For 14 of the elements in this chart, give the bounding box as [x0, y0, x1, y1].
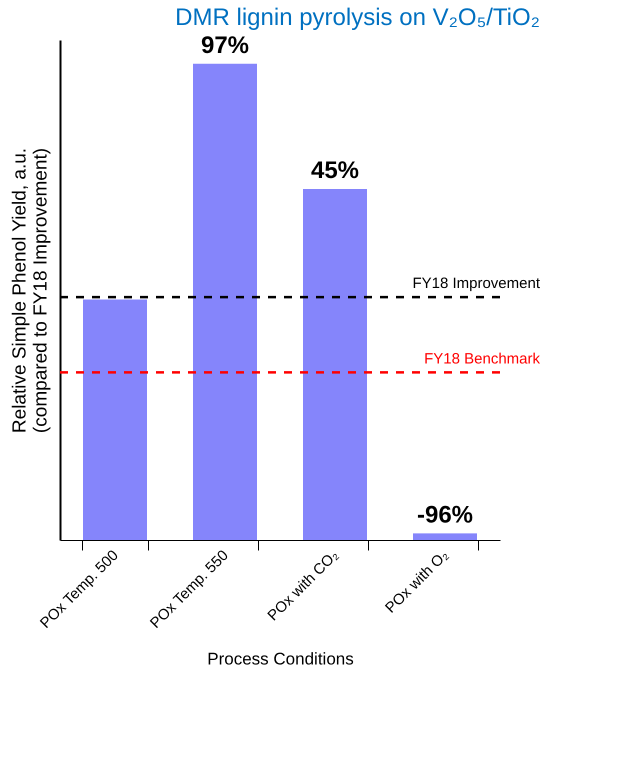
- bar: [303, 189, 367, 540]
- ref-line-label: FY18 Improvement: [412, 275, 541, 292]
- x-tick-label: POx with CO₂: [264, 546, 342, 624]
- bar: [413, 533, 477, 540]
- x-tick-label: POx with O₂: [382, 546, 452, 617]
- y-axis-title: Relative Simple Phenol Yield, a.u. (compared to FY18 Improvement): [10, 148, 52, 434]
- chart-title: DMR lignin pyrolysis on V₂O₅/TiO₂: [175, 4, 540, 31]
- ref-line-label: FY18 Benchmark: [424, 350, 540, 368]
- bar: [83, 300, 147, 540]
- annotation: 45%: [310, 157, 360, 184]
- x-axis-title: Process Conditions: [207, 649, 354, 668]
- annotation: 97%: [200, 32, 250, 59]
- bar: [193, 64, 257, 540]
- annotation: -96%: [416, 501, 474, 528]
